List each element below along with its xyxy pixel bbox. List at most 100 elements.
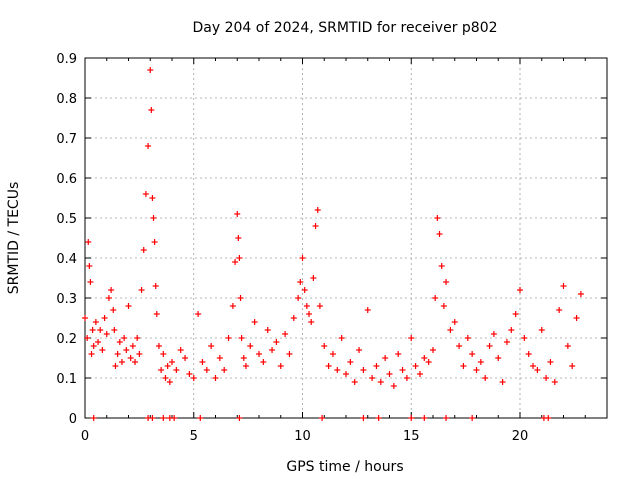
- data-point: [545, 415, 552, 421]
- data-point: [438, 263, 445, 269]
- data-point: [306, 311, 313, 317]
- data-point: [112, 363, 119, 369]
- data-point: [329, 351, 336, 357]
- y-tick-label: 0.2: [56, 332, 77, 347]
- data-point: [573, 315, 580, 321]
- data-point: [416, 371, 423, 377]
- data-point: [103, 331, 110, 337]
- x-tick-label: 10: [294, 429, 311, 444]
- data-point: [92, 319, 99, 325]
- data-point: [369, 375, 376, 381]
- data-point: [152, 283, 159, 289]
- y-tick-label: 0: [69, 412, 77, 427]
- data-point: [403, 375, 410, 381]
- data-point: [325, 363, 332, 369]
- data-point: [229, 303, 236, 309]
- data-point: [360, 415, 367, 421]
- data-point: [164, 363, 171, 369]
- data-point: [434, 215, 441, 221]
- data-point: [534, 367, 541, 373]
- data-point: [153, 311, 160, 317]
- data-point: [160, 415, 167, 421]
- data-point: [162, 375, 169, 381]
- data-point: [436, 231, 443, 237]
- data-point: [155, 343, 162, 349]
- data-point: [443, 415, 450, 421]
- data-point: [564, 343, 571, 349]
- data-point: [208, 343, 215, 349]
- y-tick-label: 0.9: [56, 52, 77, 67]
- data-point: [364, 307, 371, 313]
- data-point: [543, 375, 550, 381]
- data-point: [273, 339, 280, 345]
- data-point: [456, 343, 463, 349]
- data-point: [99, 347, 106, 353]
- data-point: [85, 239, 92, 245]
- data-point: [203, 367, 210, 373]
- data-point: [242, 363, 249, 369]
- data-point: [90, 415, 97, 421]
- data-point: [132, 359, 139, 365]
- data-point: [256, 351, 262, 357]
- data-point: [86, 263, 93, 269]
- data-point: [160, 351, 167, 357]
- x-tick-label: 15: [403, 429, 420, 444]
- data-point: [123, 347, 130, 353]
- data-point: [110, 307, 117, 313]
- y-tick-label: 0.4: [56, 252, 77, 267]
- data-point: [356, 347, 363, 353]
- data-point: [343, 371, 349, 377]
- data-point: [234, 211, 241, 217]
- data-point: [169, 359, 175, 365]
- data-point: [499, 379, 506, 385]
- data-point: [447, 327, 454, 333]
- data-point: [399, 367, 406, 373]
- data-point: [490, 331, 497, 337]
- data-point: [97, 327, 104, 333]
- data-point: [232, 259, 239, 265]
- data-point: [299, 255, 306, 261]
- data-point: [149, 415, 156, 421]
- data-point: [173, 367, 180, 373]
- data-point: [373, 363, 380, 369]
- data-point: [118, 359, 125, 365]
- data-point: [90, 343, 97, 349]
- data-point: [395, 351, 402, 357]
- data-point: [482, 375, 489, 381]
- data-point: [186, 371, 193, 377]
- data-point: [440, 303, 447, 309]
- data-point: [290, 315, 297, 321]
- data-point: [149, 195, 156, 201]
- data-point: [148, 107, 155, 113]
- data-point: [277, 363, 284, 369]
- data-point: [556, 307, 563, 313]
- data-point: [560, 283, 567, 289]
- data-point: [95, 339, 102, 345]
- data-point: [88, 351, 95, 357]
- data-point: [316, 303, 323, 309]
- data-point: [473, 367, 480, 373]
- y-tick-label: 0.8: [56, 92, 77, 107]
- data-point: [151, 239, 158, 245]
- data-point: [486, 343, 493, 349]
- data-point: [321, 343, 328, 349]
- data-point: [236, 415, 243, 421]
- data-point: [319, 415, 326, 421]
- data-point: [150, 215, 157, 221]
- data-point: [412, 363, 419, 369]
- data-point: [517, 287, 523, 293]
- plot-frame: [84, 57, 608, 419]
- data-point: [166, 379, 173, 385]
- x-tick-label: 5: [190, 429, 198, 444]
- chart-title: Day 204 of 2024, SRMTID for receiver p80…: [192, 20, 497, 36]
- data-point: [351, 379, 358, 385]
- data-point: [569, 363, 576, 369]
- data-point: [310, 275, 317, 281]
- data-point: [521, 335, 528, 341]
- data-point: [216, 355, 223, 361]
- data-point: [108, 287, 115, 293]
- data-point: [138, 287, 145, 293]
- data-point: [125, 303, 132, 309]
